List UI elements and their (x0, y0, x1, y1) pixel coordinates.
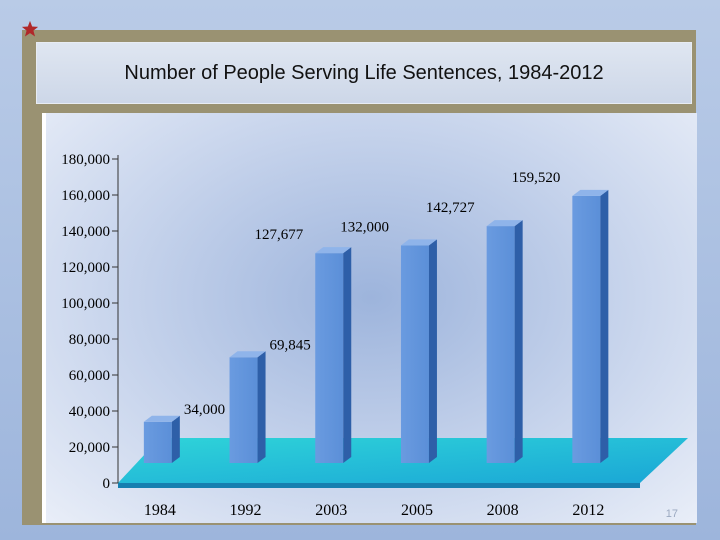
y-tick-label: 180,000 (61, 152, 110, 168)
title-banner: Number of People Serving Life Sentences,… (36, 42, 692, 104)
page-number: 17 (665, 508, 678, 520)
bar-side (600, 189, 609, 463)
bar-top (143, 415, 180, 422)
data-label: 159,520 (512, 170, 561, 186)
y-tick-label: 160,000 (61, 188, 110, 204)
bar-top (315, 247, 352, 254)
y-tick-label: 40,000 (69, 404, 110, 420)
bar-top (572, 189, 609, 196)
data-label: 127,677 (255, 227, 304, 243)
page-title: Number of People Serving Life Sentences,… (124, 61, 604, 84)
y-tick-label: 80,000 (69, 332, 110, 348)
bar-side (171, 415, 180, 463)
y-tick-label: 60,000 (69, 368, 110, 384)
x-category-label: 2008 (487, 502, 519, 519)
bar-side (514, 220, 523, 463)
bar (572, 195, 601, 463)
x-category-label: 2003 (315, 502, 347, 519)
bar (400, 245, 429, 463)
x-category-label: 2005 (401, 502, 433, 519)
data-label: 34,000 (184, 402, 225, 418)
bar (229, 357, 258, 463)
x-category-label: 2012 (572, 502, 604, 519)
chart-floor-edge (118, 483, 640, 488)
bar-side (428, 239, 437, 463)
y-tick-label: 140,000 (61, 224, 110, 240)
bar (143, 421, 172, 463)
bar-top (486, 220, 523, 227)
star-icon (21, 20, 39, 37)
y-tick-label: 100,000 (61, 296, 110, 312)
data-label: 142,727 (426, 200, 475, 216)
bar-side (343, 247, 352, 463)
y-tick-label: 0 (103, 476, 111, 492)
data-label: 132,000 (340, 219, 389, 235)
bar (486, 226, 515, 463)
x-category-label: 1984 (144, 502, 176, 519)
bar-top (400, 239, 437, 246)
y-tick-label: 120,000 (61, 260, 110, 276)
x-category-label: 1992 (230, 502, 262, 519)
bar-side (257, 351, 266, 463)
data-label: 69,845 (270, 337, 311, 353)
y-tick-label: 20,000 (69, 440, 110, 456)
bar (315, 253, 344, 463)
bar-top (229, 351, 266, 358)
